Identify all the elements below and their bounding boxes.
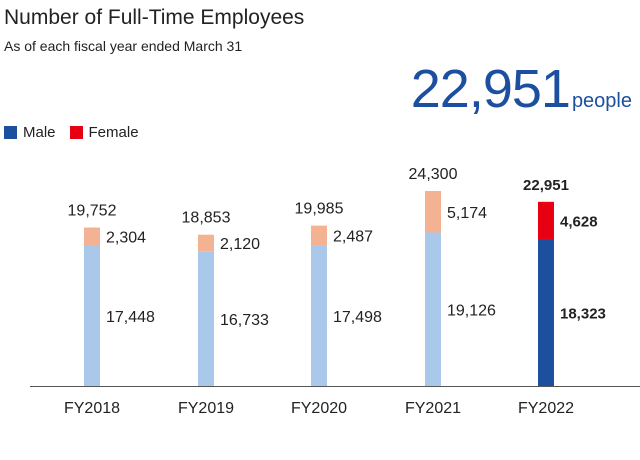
legend-item-male: Male xyxy=(4,124,56,141)
legend-item-female: Female xyxy=(69,124,139,141)
x-tick-FY2022: FY2022 xyxy=(518,400,574,417)
label-female-FY2022: 4,628 xyxy=(560,213,598,230)
bar-female-FY2020 xyxy=(311,225,327,246)
x-tick-FY2019: FY2019 xyxy=(178,400,234,417)
legend-swatch-male xyxy=(4,126,17,139)
bar-male-FY2021 xyxy=(425,232,441,386)
x-tick-FY2020: FY2020 xyxy=(291,400,347,417)
label-female-FY2019: 2,120 xyxy=(220,236,260,253)
label-female-FY2020: 2,487 xyxy=(333,229,373,246)
label-male-FY2020: 17,498 xyxy=(333,309,382,326)
bar-female-FY2022 xyxy=(538,201,554,239)
label-male-FY2019: 16,733 xyxy=(220,312,269,329)
legend-label-female: Female xyxy=(88,124,139,141)
x-tick-FY2018: FY2018 xyxy=(64,400,120,417)
bar-male-FY2022 xyxy=(538,238,554,386)
bar-male-FY2020 xyxy=(311,245,327,386)
chart-legend: Male Female xyxy=(4,124,153,141)
label-total-FY2021: 24,300 xyxy=(409,166,458,183)
bar-female-FY2019 xyxy=(198,234,214,252)
total-employees-unit: people xyxy=(571,90,632,112)
bar-female-FY2021 xyxy=(425,191,441,233)
total-employees-value: 22,951 xyxy=(410,59,571,119)
label-male-FY2021: 19,126 xyxy=(447,302,496,319)
label-total-FY2019: 18,853 xyxy=(182,210,231,227)
label-male-FY2018: 17,448 xyxy=(106,309,155,326)
legend-swatch-female xyxy=(69,126,83,139)
bar-male-FY2018 xyxy=(84,245,100,386)
label-male-FY2022: 18,323 xyxy=(560,305,606,322)
label-female-FY2021: 5,174 xyxy=(447,205,487,222)
label-female-FY2018: 2,304 xyxy=(106,230,146,247)
bar-female-FY2018 xyxy=(84,227,100,246)
bar-male-FY2019 xyxy=(198,251,214,386)
label-total-FY2022: 22,951 xyxy=(523,177,569,194)
label-total-FY2018: 19,752 xyxy=(68,202,117,219)
legend-label-male: Male xyxy=(23,124,56,141)
x-tick-FY2021: FY2021 xyxy=(405,400,461,417)
chart-title: Number of Full-Time Employees xyxy=(4,6,305,29)
chart-subtitle: As of each fiscal year ended March 31 xyxy=(4,38,243,54)
total-employees-headline: 22,951 people xyxy=(411,58,632,120)
label-total-FY2020: 19,985 xyxy=(295,201,344,218)
